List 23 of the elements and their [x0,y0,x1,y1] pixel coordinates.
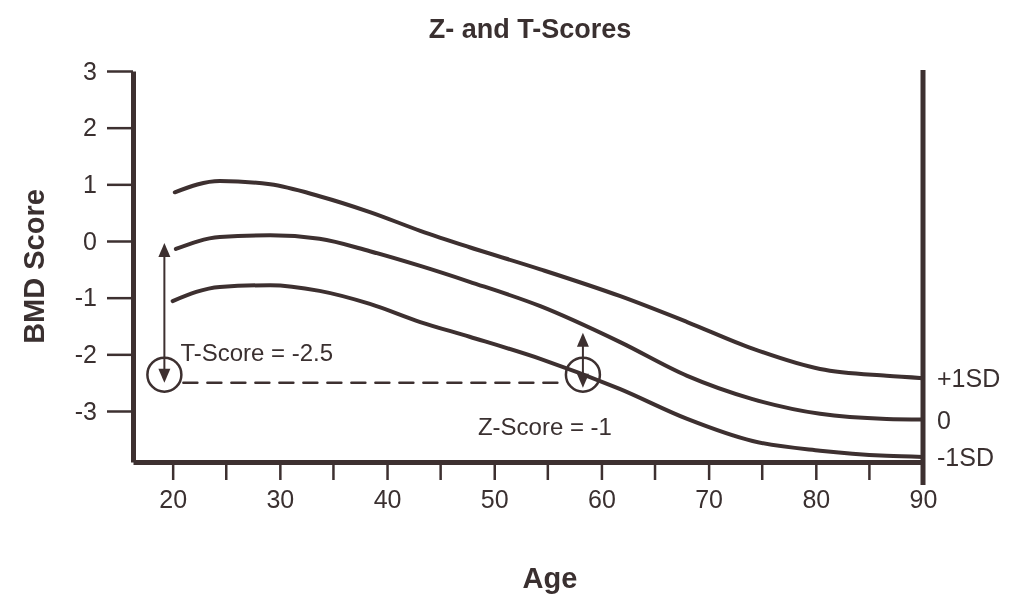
y-tick-label: 0 [83,226,97,255]
x-axis-title: Age [522,562,578,594]
x-tick-label: 70 [695,484,724,513]
y-axis-title: BMD Score [18,189,50,344]
y-tick-label: -1 [74,283,97,312]
x-tick-label: 20 [159,484,188,513]
x-tick-label: 50 [480,484,509,513]
y-tick-label: 1 [83,169,97,198]
y-tick-label: -3 [74,396,97,425]
series-label: 0 [937,405,951,434]
x-tick-label: 60 [588,484,616,513]
x-tick-label: 40 [373,484,402,513]
x-tick-label: 80 [802,484,831,513]
x-tick-label: 90 [909,484,938,513]
y-tick-label: 3 [83,56,97,85]
y-tick-label: -2 [74,339,97,368]
annotation: T-Score = -2.5 [180,338,334,366]
series-label: +1SD [937,364,1001,393]
chart-title: Z- and T-Scores [428,14,632,44]
series-label: -1SD [937,442,994,471]
x-tick-label: 30 [266,484,295,513]
annotation: Z-Score = -1 [477,412,612,440]
y-tick-label: 2 [83,113,97,142]
